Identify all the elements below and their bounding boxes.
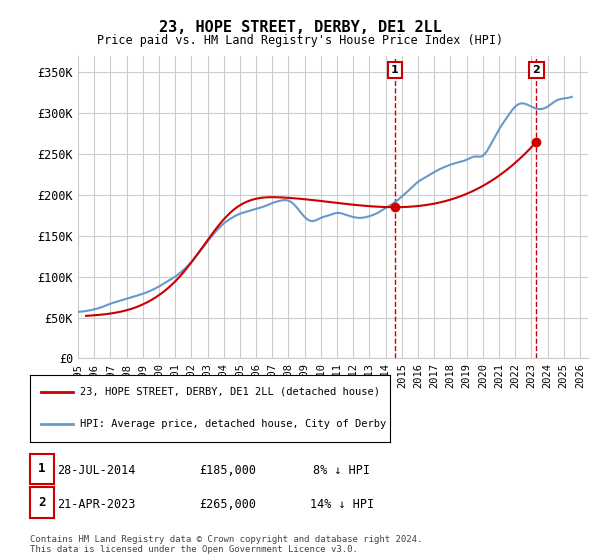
Text: £265,000: £265,000 [199, 497, 257, 511]
Text: 8% ↓ HPI: 8% ↓ HPI [313, 464, 370, 477]
Text: 1: 1 [38, 463, 46, 475]
Text: Price paid vs. HM Land Registry's House Price Index (HPI): Price paid vs. HM Land Registry's House … [97, 34, 503, 46]
Text: 23, HOPE STREET, DERBY, DE1 2LL: 23, HOPE STREET, DERBY, DE1 2LL [158, 20, 442, 35]
Text: Contains HM Land Registry data © Crown copyright and database right 2024.
This d: Contains HM Land Registry data © Crown c… [30, 535, 422, 554]
Text: £185,000: £185,000 [199, 464, 257, 477]
Text: 2: 2 [38, 496, 46, 509]
Text: HPI: Average price, detached house, City of Derby: HPI: Average price, detached house, City… [80, 418, 386, 428]
Text: 14% ↓ HPI: 14% ↓ HPI [310, 497, 374, 511]
Text: 1: 1 [391, 65, 399, 75]
Text: 28-JUL-2014: 28-JUL-2014 [57, 464, 135, 477]
Text: 23, HOPE STREET, DERBY, DE1 2LL (detached house): 23, HOPE STREET, DERBY, DE1 2LL (detache… [80, 387, 380, 397]
Text: 2: 2 [532, 65, 540, 75]
Text: 21-APR-2023: 21-APR-2023 [57, 497, 135, 511]
